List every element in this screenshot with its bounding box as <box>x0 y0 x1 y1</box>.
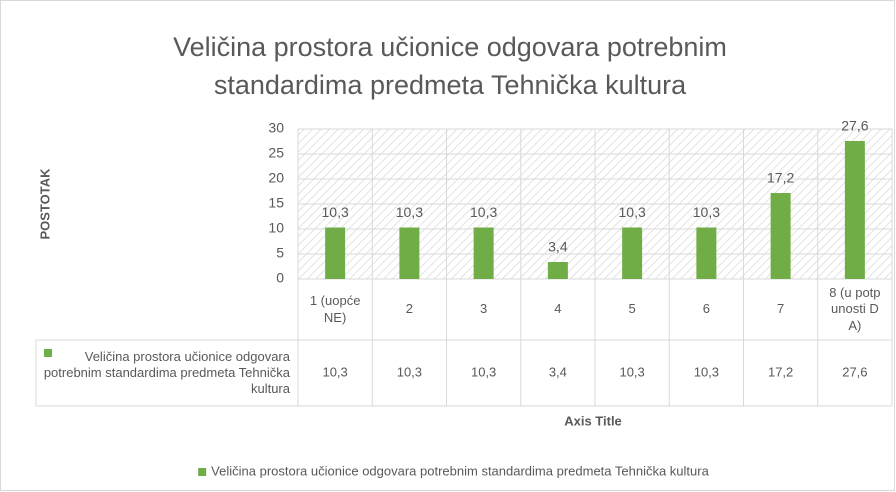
data-label: 3,4 <box>548 239 568 255</box>
bar <box>770 193 791 279</box>
y-tick-label: 25 <box>268 145 284 161</box>
x-tick-label: 3 <box>480 301 488 317</box>
data-label: 17,2 <box>767 170 794 186</box>
x-tick-label: 6 <box>702 301 710 317</box>
table-value: 10,3 <box>322 364 347 379</box>
x-tick-label-box: 7 <box>777 301 785 317</box>
y-tick-label: 15 <box>268 195 284 211</box>
bar <box>399 227 420 279</box>
bar <box>325 227 346 279</box>
table-series-name: Veličina prostora učionice odgovara potr… <box>43 348 290 397</box>
x-tick-label: 4 <box>554 301 562 317</box>
legend-label: Veličina prostora učionice odgovara potr… <box>211 463 709 478</box>
table-series-name-box: Veličina prostora učionice odgovara potr… <box>43 348 290 397</box>
data-label: 10,3 <box>396 204 423 220</box>
table-value: 10,3 <box>619 364 644 379</box>
x-axis-title: Axis Title <box>564 413 622 428</box>
table-value: 17,2 <box>768 364 793 379</box>
data-label: 27,6 <box>841 118 868 134</box>
chart-title: Veličina prostora učionice odgovara potr… <box>173 32 727 100</box>
title-box: Veličina prostora učionice odgovara potr… <box>173 32 727 100</box>
x-tick-label-box: 5 <box>628 301 636 317</box>
x-tick-label-box: 6 <box>702 301 710 317</box>
y-tick-label: 20 <box>268 170 284 186</box>
table-legend-key <box>44 349 52 357</box>
bar <box>473 227 494 279</box>
table-value: 3,4 <box>549 364 567 379</box>
x-tick-label: 7 <box>777 301 785 317</box>
y-tick-label: 30 <box>268 120 284 136</box>
x-tick-label-box: 2 <box>405 301 413 317</box>
legend-key <box>198 468 207 476</box>
x-tick-label: 5 <box>628 301 636 317</box>
x-tick-label-box: 3 <box>480 301 488 317</box>
y-tick-label: 10 <box>268 220 284 236</box>
bar <box>696 227 717 279</box>
table-value: 27,6 <box>842 364 867 379</box>
x-tick-label-box: 4 <box>554 301 562 317</box>
data-label: 10,3 <box>693 204 720 220</box>
bar <box>622 227 643 279</box>
data-label: 10,3 <box>322 204 349 220</box>
bar <box>547 262 568 279</box>
table-value: 10,3 <box>471 364 496 379</box>
bar <box>844 141 865 279</box>
x-tick-label: 8 (u potpunosti DA) <box>829 285 881 333</box>
x-tick-label-box: 8 (u potpunosti DA) <box>829 285 881 333</box>
x-tick-label-box: 1 (uopće NE) <box>309 293 361 325</box>
x-tick-label: 1 (uopće NE) <box>309 293 361 325</box>
data-label: 10,3 <box>470 204 497 220</box>
y-tick-label: 5 <box>276 245 284 261</box>
table-value: 10,3 <box>397 364 422 379</box>
table-value: 10,3 <box>694 364 719 379</box>
y-axis-title: POSTOTAK <box>37 168 52 240</box>
x-tick-label: 2 <box>405 301 413 317</box>
y-tick-label: 0 <box>276 270 284 286</box>
data-label: 10,3 <box>619 204 646 220</box>
